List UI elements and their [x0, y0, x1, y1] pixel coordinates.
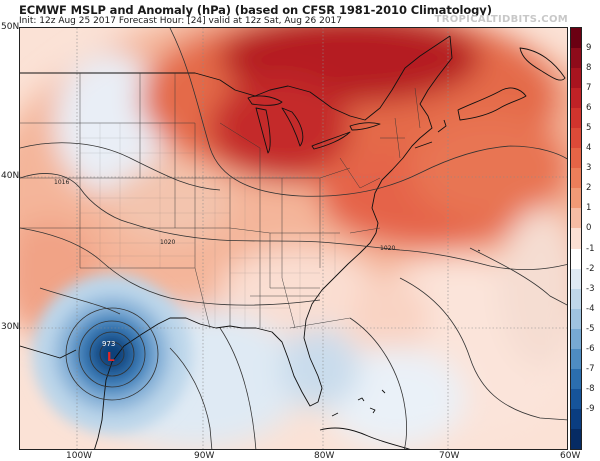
- colorbar-segment: [571, 248, 581, 270]
- isobar-label: 1020: [160, 239, 175, 246]
- colorbar-tick-label: 7: [586, 83, 592, 94]
- graticule: [20, 28, 567, 449]
- lon-label: 100W: [66, 451, 93, 461]
- colorbar-tick-label: 9: [586, 43, 592, 54]
- colorbar-tick-label: 1: [586, 203, 592, 214]
- isobar-label: 1020: [380, 245, 395, 252]
- lon-label: 80W: [314, 451, 335, 461]
- low-pressure-center: 973 L: [102, 340, 115, 364]
- colorbar-segment: [571, 128, 581, 149]
- colorbar-segment: [571, 228, 581, 250]
- colorbar-tick-label: 5: [586, 123, 592, 134]
- watermark: TROPICALTIDBITS.COM: [434, 14, 568, 25]
- anomaly-shading: [20, 28, 567, 449]
- colorbar-tick-label: -6: [586, 343, 595, 354]
- map-panel: 1016 1020 1020 973 L: [19, 27, 568, 450]
- map-title: ECMWF MSLP and Anomaly (hPa) (based on C…: [19, 3, 492, 17]
- colorbar-tick-label: -7: [586, 363, 595, 374]
- colorbar-segment: [571, 328, 581, 350]
- colorbar-segment: [571, 188, 581, 209]
- colorbar-tick-label: -1: [586, 243, 595, 254]
- colorbar-segment: [571, 28, 581, 49]
- low-pressure-value: 973: [102, 340, 115, 348]
- colorbar-segment: [571, 108, 581, 129]
- isobars: [20, 28, 567, 449]
- colorbar-segment: [571, 268, 581, 290]
- colorbar-segment: [571, 288, 581, 310]
- isobar-label: 1016: [54, 179, 69, 186]
- colorbar-segment: [571, 148, 581, 169]
- lon-label: 60W: [560, 451, 581, 461]
- colorbar-tick-label: -5: [586, 323, 595, 334]
- colorbar-tick-label: 0: [586, 223, 592, 234]
- coastlines: [20, 35, 566, 449]
- colorbar-segment: [571, 48, 581, 69]
- colorbar: [570, 27, 582, 450]
- colorbar-tick-label: -4: [586, 303, 595, 314]
- colorbar-tick-label: -2: [586, 263, 595, 274]
- colorbar-segment: [571, 168, 581, 189]
- lat-label: 50N: [1, 22, 20, 32]
- colorbar-segment: [571, 88, 581, 109]
- colorbar-segment: [571, 368, 581, 390]
- colorbar-tick-label: -3: [586, 283, 595, 294]
- colorbar-segment: [571, 208, 581, 229]
- colorbar-segment: [571, 408, 581, 430]
- lon-label: 70W: [439, 451, 460, 461]
- colorbar-tick-label: 8: [586, 63, 592, 74]
- colorbar-tick-label: 4: [586, 143, 592, 154]
- anomaly-map: 1016 1020 1020 973 L: [20, 28, 567, 449]
- colorbar-segment: [571, 308, 581, 330]
- colorbar-segment: [571, 388, 581, 410]
- colorbar-tick-label: -9: [586, 403, 595, 414]
- colorbar-segment: [571, 68, 581, 89]
- colorbar-segment: [571, 428, 581, 449]
- colorbar-tick-label: 6: [586, 103, 592, 114]
- state-borders: [20, 73, 421, 329]
- isobar-labels: 1016 1020 1020: [54, 179, 395, 252]
- map-subtitle: Init: 12z Aug 25 2017 Forecast Hour: [24…: [19, 16, 343, 26]
- colorbar-segment: [571, 348, 581, 370]
- colorbar-tick-label: 3: [586, 163, 592, 174]
- colorbar-tick-label: -8: [586, 383, 595, 394]
- lat-label: 30N: [1, 322, 20, 332]
- lat-label: 40N: [1, 171, 20, 181]
- colorbar-tick-label: 2: [586, 183, 592, 194]
- lon-label: 90W: [194, 451, 215, 461]
- low-pressure-symbol: L: [107, 350, 115, 364]
- county-lines: [80, 123, 336, 328]
